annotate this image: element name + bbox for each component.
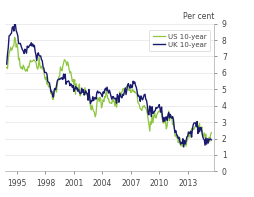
UK 10-year — [170, 115, 173, 118]
US 10-year — [170, 124, 173, 126]
US 10-year — [91, 108, 94, 111]
UK 10-year — [35, 59, 38, 62]
Legend: US 10-year, UK 10-year: US 10-year, UK 10-year — [149, 30, 209, 51]
US 10-year — [13, 36, 16, 39]
UK 10-year — [13, 23, 16, 25]
UK 10-year — [91, 96, 94, 98]
US 10-year — [181, 145, 184, 148]
US 10-year — [35, 65, 38, 68]
Line: UK 10-year: UK 10-year — [7, 24, 211, 147]
UK 10-year — [5, 63, 8, 65]
US 10-year — [30, 60, 33, 63]
US 10-year — [5, 66, 8, 69]
US 10-year — [201, 135, 204, 137]
UK 10-year — [209, 139, 212, 141]
US 10-year — [92, 110, 95, 112]
UK 10-year — [181, 146, 184, 148]
US 10-year — [209, 131, 212, 134]
UK 10-year — [201, 138, 204, 140]
UK 10-year — [92, 99, 95, 102]
Line: US 10-year: US 10-year — [7, 37, 211, 146]
Text: Per cent: Per cent — [182, 12, 213, 21]
UK 10-year — [30, 45, 33, 47]
